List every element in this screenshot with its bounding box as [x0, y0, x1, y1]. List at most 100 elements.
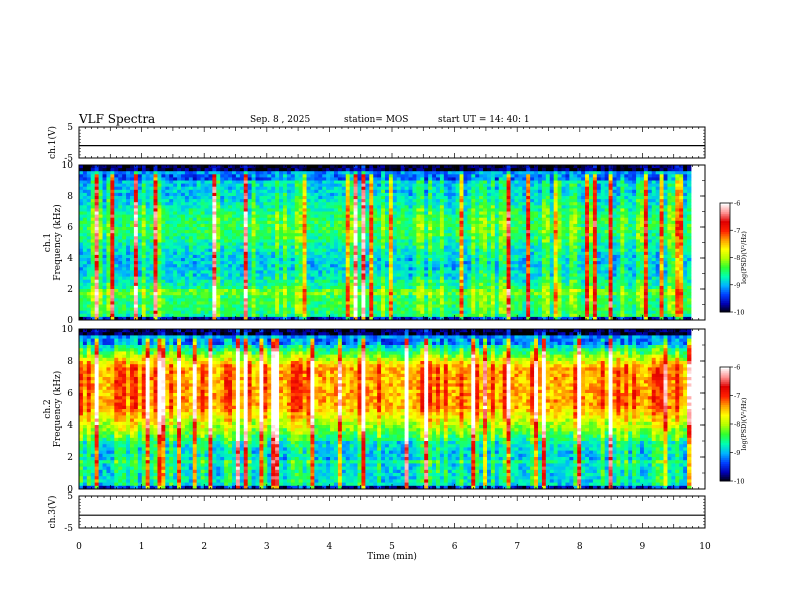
spectrogram-cell	[381, 168, 386, 172]
spectrogram-cell	[341, 183, 347, 188]
spectrogram-cell	[432, 220, 437, 225]
spectrogram-cell	[334, 217, 339, 222]
spectrogram-cell	[98, 189, 103, 194]
spectrogram-cell	[161, 183, 166, 188]
spectrogram-cell	[322, 295, 327, 299]
spectrogram-cell	[412, 233, 417, 237]
spectrogram-cell	[443, 186, 449, 191]
spectrogram-cell	[322, 214, 327, 219]
spectrogram-cell	[385, 298, 390, 302]
spectrogram-cell	[310, 239, 315, 243]
spectrogram-cell	[224, 177, 229, 181]
spectrogram-cell	[228, 282, 233, 287]
spectrogram-cell	[200, 289, 205, 293]
spectrogram-cell	[251, 310, 256, 315]
spectrogram-cell	[381, 174, 386, 178]
spectrogram-cell	[416, 211, 421, 215]
spectrogram-cell	[79, 245, 84, 250]
spectrogram-cell	[98, 298, 103, 302]
spectrogram-cell	[365, 248, 370, 253]
spectrogram-cell	[353, 251, 358, 256]
spectrogram-cell	[145, 233, 151, 237]
spectrogram-cell	[232, 273, 237, 277]
spectrogram-cell	[224, 168, 229, 172]
spectrogram-cell	[428, 171, 433, 175]
spectrogram-cell	[286, 183, 292, 188]
spectrogram-cell	[196, 223, 202, 228]
spectrogram-cell	[228, 165, 233, 169]
spectrogram-cell	[208, 285, 213, 290]
spectrogram-cell	[283, 233, 288, 237]
spectrogram-cell	[381, 245, 386, 250]
spectrogram-cell	[345, 189, 351, 194]
spectrogram-cell	[98, 168, 103, 172]
spectrogram-cell	[369, 236, 374, 240]
spectrogram-cell	[388, 223, 394, 228]
spectrogram-cell	[318, 199, 323, 203]
spectrogram-cell	[145, 236, 151, 240]
spectrogram-cell	[220, 242, 225, 246]
spectrogram-cell	[122, 307, 127, 312]
spectrogram-cell	[443, 171, 449, 175]
spectrogram-cell	[173, 261, 178, 265]
spectrogram-cell	[220, 214, 225, 219]
spectrogram-cell	[235, 211, 241, 215]
spectrogram-cell	[239, 270, 245, 274]
spectrogram-cell	[153, 285, 158, 290]
spectrogram-cell	[263, 211, 268, 215]
spectrogram-cell	[428, 211, 433, 215]
spectrogram-cell	[165, 251, 170, 256]
spectrogram-cell	[184, 282, 190, 287]
spectrogram-cell	[432, 189, 437, 194]
spectrogram-cell	[326, 245, 331, 250]
spectrogram-cell	[79, 289, 84, 293]
spectrogram-cell	[318, 285, 323, 290]
spectrogram-cell	[141, 202, 147, 206]
spectrogram-cell	[298, 165, 304, 169]
spectrogram-cell	[216, 273, 221, 277]
spectrogram-cell	[82, 242, 88, 246]
spectrogram-cell	[224, 189, 229, 194]
spectrogram-cell	[400, 186, 406, 191]
spectrogram-cell	[310, 307, 315, 312]
spectrogram-cell	[439, 273, 445, 277]
spectrogram-cell	[130, 174, 135, 178]
spectrogram-cell	[294, 196, 300, 200]
spectrogram-cell	[188, 189, 194, 194]
spectrogram-cell	[286, 199, 292, 203]
spectrogram-cell	[318, 304, 323, 308]
spectrogram-cell	[188, 220, 194, 225]
spectrogram-cell	[153, 267, 158, 271]
spectrogram-cell	[208, 233, 213, 237]
spectrogram-cell	[224, 285, 229, 290]
spectrogram-cell	[279, 304, 284, 308]
spectrogram-cell	[141, 295, 147, 299]
spectrogram-cell	[133, 276, 139, 281]
spectrogram-cell	[306, 292, 311, 296]
spectrogram-cell	[361, 217, 366, 222]
spectrogram-cell	[224, 282, 229, 287]
spectrogram-cell	[318, 183, 323, 188]
spectrogram-cell	[283, 189, 288, 194]
spectrogram-cell	[118, 242, 123, 246]
spectrogram-cell	[153, 242, 158, 246]
spectrogram-cell	[283, 276, 288, 281]
spectrogram-cell	[224, 295, 229, 299]
spectrogram-cell	[310, 254, 315, 259]
spectrogram-cell	[365, 292, 370, 296]
spectrogram-cell	[447, 220, 453, 225]
spectrogram-cell	[400, 313, 406, 318]
spectrogram-cell	[169, 298, 174, 302]
spectrogram-cell	[145, 202, 151, 206]
spectrogram-cell	[247, 264, 253, 268]
spectrogram-cell	[133, 236, 139, 240]
spectrogram-cell	[110, 192, 115, 197]
spectrogram-cell	[353, 298, 358, 302]
spectrogram-cell	[400, 199, 406, 203]
spectrogram-cell	[318, 292, 323, 296]
spectrogram-cell	[165, 183, 170, 188]
spectrogram-cell	[283, 254, 288, 259]
spectrogram-cell	[396, 307, 402, 312]
spectrogram-cell	[436, 301, 441, 305]
spectrogram-cell	[310, 223, 315, 228]
